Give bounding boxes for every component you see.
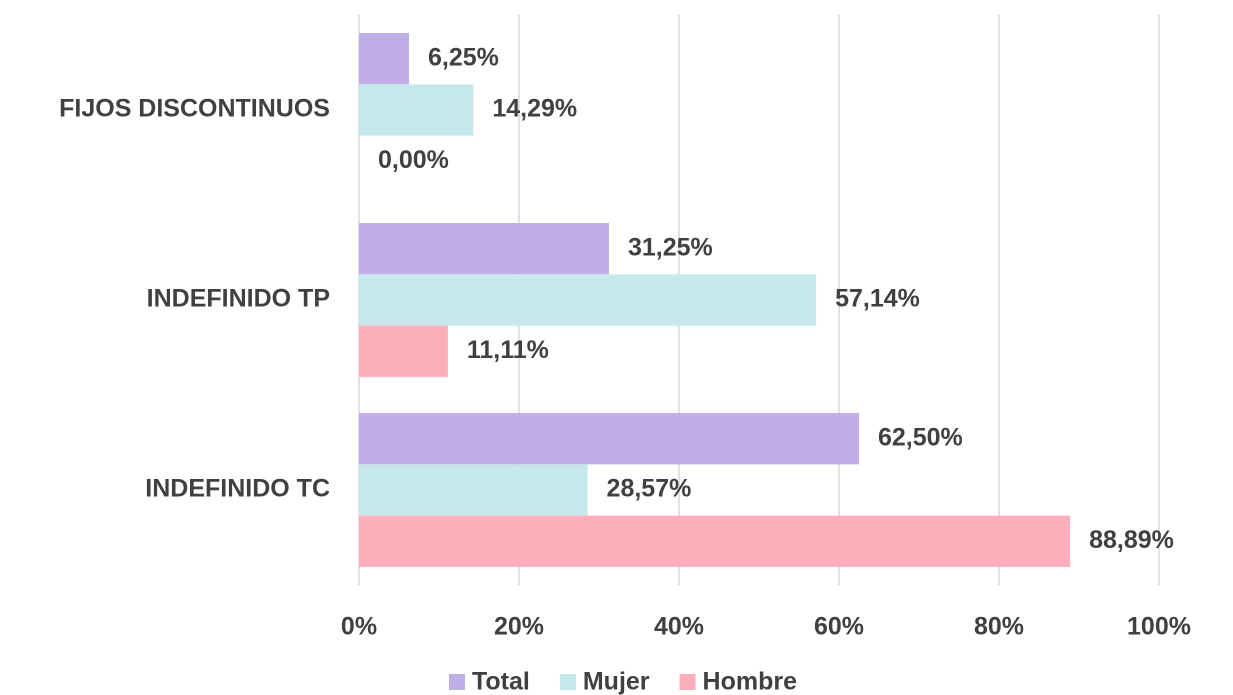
category-label: INDEFINIDO TC — [145, 475, 330, 503]
value-label: 31,25% — [628, 233, 713, 261]
category-label: INDEFINIDO TP — [147, 285, 330, 313]
x-tick-label: 60% — [814, 613, 864, 641]
bar — [359, 515, 1071, 567]
value-label: 0,00% — [378, 146, 449, 174]
legend-label: Hombre — [703, 668, 798, 695]
legend-swatch — [559, 674, 576, 690]
bar — [359, 223, 609, 275]
legend-label: Total — [472, 668, 530, 695]
category-label: FIJOS DISCONTINUOS — [59, 95, 330, 123]
value-label: 14,29% — [492, 95, 577, 123]
legend-label: Mujer — [583, 668, 650, 695]
bar — [359, 274, 817, 326]
legend-swatch — [448, 674, 465, 690]
legend-swatch — [679, 674, 696, 690]
value-label: 62,50% — [878, 423, 963, 451]
value-label: 28,57% — [607, 475, 692, 503]
x-tick-label: 40% — [654, 613, 704, 641]
x-tick-label: 20% — [494, 613, 544, 641]
bar — [359, 84, 474, 136]
bar — [359, 33, 409, 85]
value-label: 6,25% — [428, 43, 499, 71]
value-label: 57,14% — [835, 285, 920, 313]
bar — [359, 325, 448, 377]
x-tick-label: 0% — [341, 613, 377, 641]
x-tick-label: 100% — [1127, 613, 1191, 641]
x-tick-label: 80% — [974, 613, 1024, 641]
value-label: 88,89% — [1089, 526, 1174, 554]
bar — [359, 464, 588, 516]
value-label: 11,11% — [467, 336, 549, 364]
bar — [359, 413, 859, 465]
